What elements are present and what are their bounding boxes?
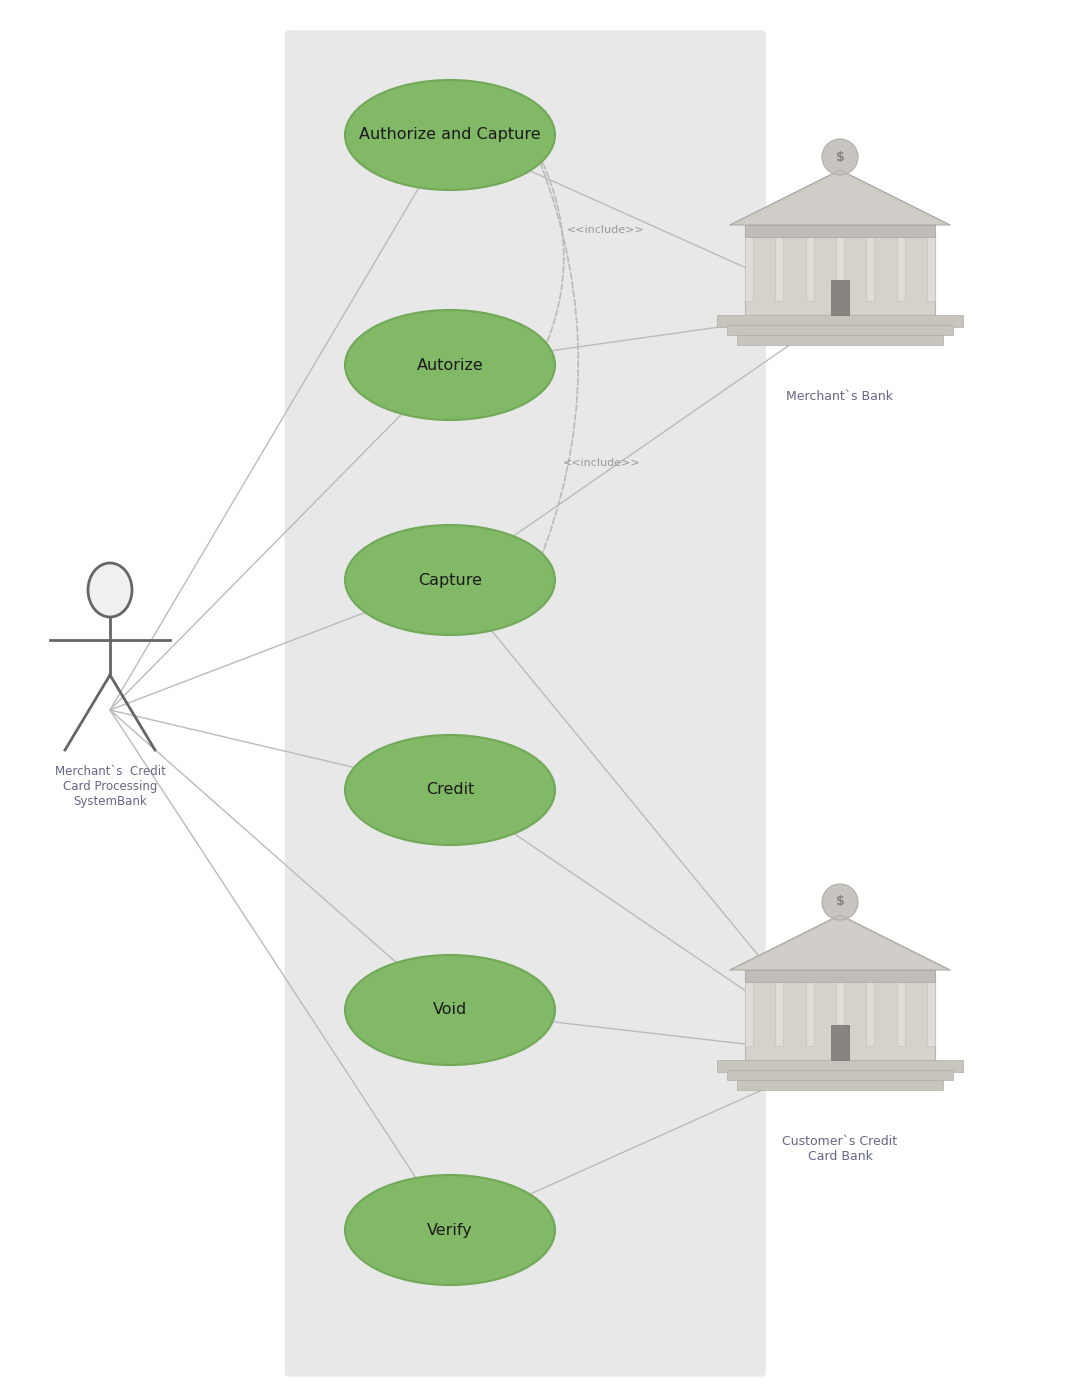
FancyBboxPatch shape (745, 225, 935, 237)
FancyBboxPatch shape (927, 227, 935, 301)
Ellipse shape (345, 1175, 555, 1285)
FancyBboxPatch shape (831, 280, 849, 315)
Ellipse shape (345, 955, 555, 1065)
FancyBboxPatch shape (895, 1011, 915, 1060)
Text: Autorize: Autorize (417, 357, 483, 372)
FancyBboxPatch shape (285, 31, 765, 1376)
FancyBboxPatch shape (745, 972, 753, 1046)
Text: $: $ (836, 151, 845, 164)
Text: $: $ (836, 896, 845, 909)
FancyBboxPatch shape (836, 227, 844, 301)
FancyBboxPatch shape (775, 227, 784, 301)
Ellipse shape (88, 563, 132, 617)
FancyBboxPatch shape (745, 970, 935, 1060)
FancyBboxPatch shape (717, 315, 963, 328)
Text: <<include>>: <<include>> (567, 225, 644, 235)
Text: <<include>>: <<include>> (563, 458, 641, 468)
FancyBboxPatch shape (738, 335, 943, 344)
FancyBboxPatch shape (745, 225, 935, 315)
FancyBboxPatch shape (927, 972, 935, 1046)
FancyBboxPatch shape (806, 227, 814, 301)
FancyBboxPatch shape (745, 970, 935, 981)
Text: Void: Void (433, 1002, 467, 1018)
Ellipse shape (345, 80, 555, 190)
FancyBboxPatch shape (738, 1079, 943, 1091)
FancyBboxPatch shape (831, 1025, 849, 1060)
Text: Merchant`s Bank: Merchant`s Bank (787, 391, 893, 403)
Circle shape (822, 139, 858, 175)
Circle shape (822, 883, 858, 920)
FancyBboxPatch shape (895, 266, 915, 315)
FancyBboxPatch shape (836, 972, 844, 1046)
FancyBboxPatch shape (745, 1011, 765, 1060)
FancyBboxPatch shape (896, 972, 905, 1046)
Text: Merchant`s  Credit
Card Processing
SystemBank: Merchant`s Credit Card Processing System… (55, 764, 165, 808)
FancyBboxPatch shape (727, 1070, 953, 1079)
Text: Customer`s Credit
Card Bank: Customer`s Credit Card Bank (783, 1135, 897, 1163)
Ellipse shape (345, 735, 555, 846)
FancyBboxPatch shape (896, 227, 905, 301)
FancyBboxPatch shape (775, 972, 784, 1046)
FancyBboxPatch shape (745, 266, 765, 315)
FancyBboxPatch shape (866, 227, 875, 301)
FancyBboxPatch shape (727, 325, 953, 335)
Text: Credit: Credit (426, 783, 474, 798)
FancyBboxPatch shape (745, 227, 753, 301)
Polygon shape (730, 169, 950, 225)
FancyBboxPatch shape (717, 1060, 963, 1072)
Text: Capture: Capture (418, 573, 482, 588)
FancyBboxPatch shape (806, 972, 814, 1046)
Ellipse shape (345, 525, 555, 636)
Polygon shape (730, 916, 950, 970)
Text: Authorize and Capture: Authorize and Capture (359, 127, 540, 143)
FancyBboxPatch shape (866, 972, 875, 1046)
Text: Verify: Verify (427, 1222, 473, 1238)
Ellipse shape (345, 309, 555, 420)
